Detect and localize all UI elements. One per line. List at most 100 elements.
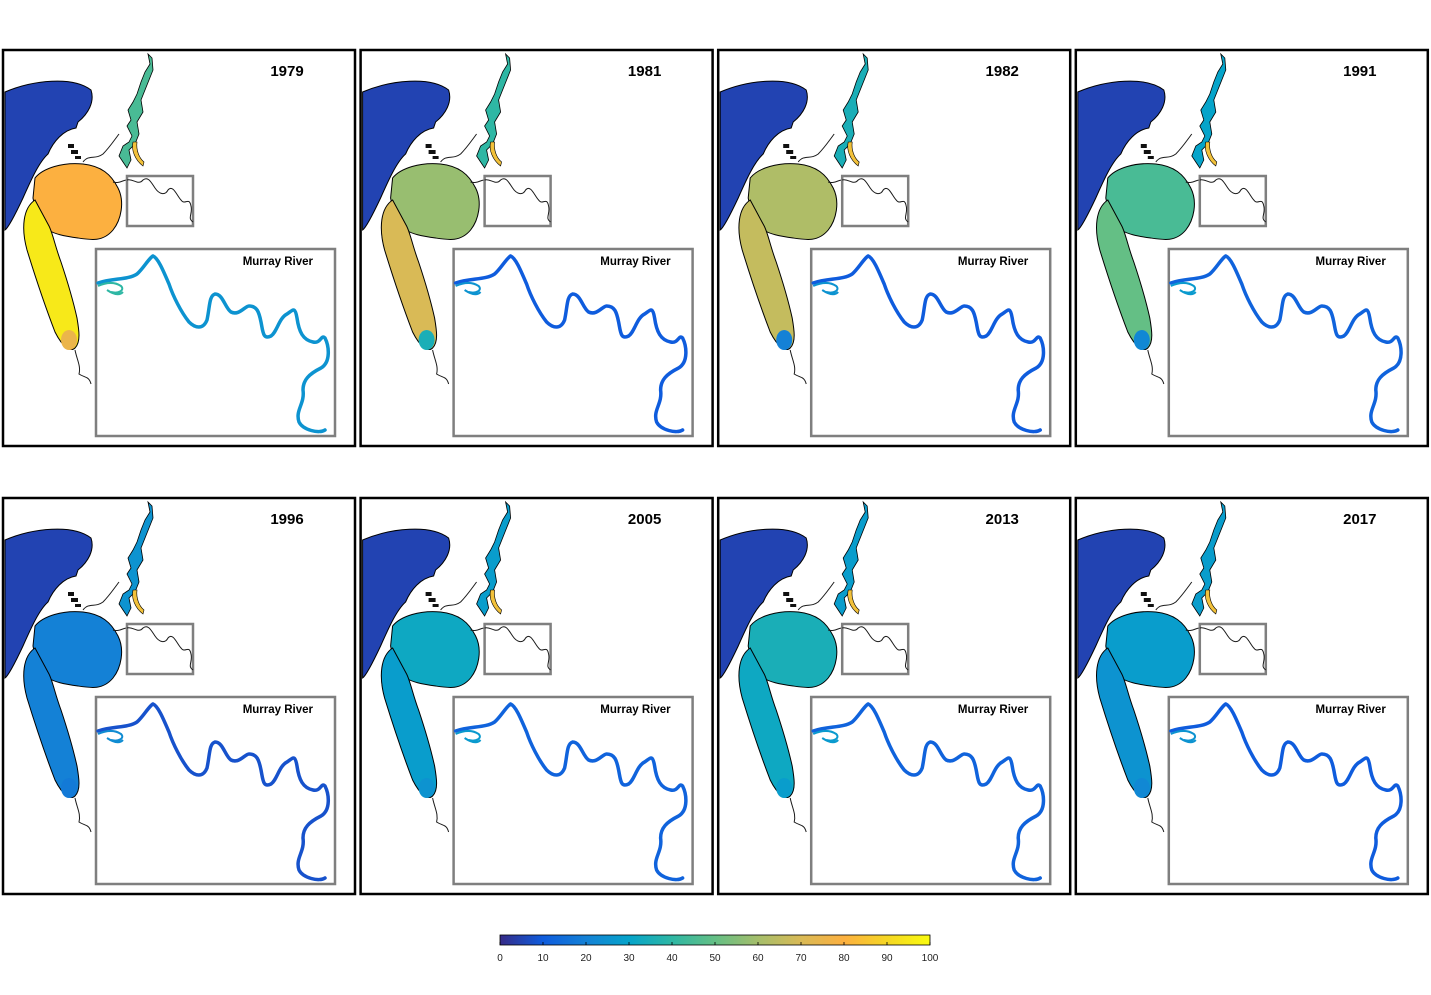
inset-river-mouth — [812, 282, 839, 296]
connecting-channel — [1155, 133, 1193, 163]
inset-river — [811, 702, 1046, 882]
coorong-tip — [418, 330, 435, 350]
barrage-marker — [786, 150, 794, 154]
barrage-marker — [790, 156, 797, 159]
panel-year: 1996 — [270, 511, 303, 528]
coorong-lagoon — [23, 199, 80, 350]
inset-river-mouth — [455, 730, 482, 744]
coorong-lagoon — [1096, 647, 1153, 798]
barrage-marker — [75, 156, 81, 159]
colorbar-tick-label: 90 — [881, 953, 893, 964]
connecting-channel — [440, 133, 478, 163]
colorbar-tick-label: 60 — [752, 953, 764, 964]
inset-label: Murray River — [243, 256, 314, 268]
inset-label: Murray River — [600, 256, 671, 268]
map-panel-1979: Murray River 1979 — [1, 48, 357, 448]
coorong-lagoon — [738, 199, 795, 350]
upper-channel — [118, 52, 154, 169]
upper-pocket — [1205, 141, 1218, 167]
upper-channel — [118, 500, 154, 617]
map-panel-2005: Murray River 2005 — [359, 496, 714, 896]
overview-box — [483, 622, 552, 676]
overview-box — [483, 174, 552, 228]
barrage-marker — [71, 598, 78, 602]
colorbar-tick-label: 100 — [922, 953, 939, 964]
barrage-marker — [783, 592, 790, 596]
inset-river-mouth — [812, 730, 839, 744]
inset-label: Murray River — [958, 704, 1029, 716]
colorbar: 0 10 20 30 40 50 60 70 80 90 100 — [497, 934, 939, 964]
coorong-lagoon — [1096, 199, 1153, 350]
colorbar-tick-label: 20 — [580, 953, 592, 964]
inset-river — [96, 702, 330, 882]
connecting-channel — [797, 581, 835, 611]
inset-river — [1169, 254, 1403, 434]
barrage-marker — [1147, 156, 1154, 159]
inset-river — [1169, 702, 1403, 882]
colorbar-tick-label: 80 — [838, 953, 850, 964]
inset-frame — [452, 695, 694, 886]
coorong-tip — [1133, 330, 1150, 350]
barrage-marker — [790, 604, 797, 607]
outlet-channel — [432, 349, 450, 385]
barrage-marker — [425, 592, 432, 596]
panel-year: 2005 — [628, 511, 661, 528]
coorong-tip — [776, 778, 793, 798]
map-panel-1996: Murray River 1996 — [1, 496, 357, 896]
inset-label: Murray River — [600, 704, 671, 716]
barrage-marker — [75, 604, 81, 607]
map-panel-1991: Murray River 1991 — [1074, 48, 1430, 448]
barrage-marker — [432, 156, 439, 159]
overview-box — [125, 622, 195, 676]
sea-region — [1077, 528, 1166, 679]
overview-box — [840, 174, 910, 228]
map-panel-2017: Murray River 2017 — [1074, 496, 1430, 896]
barrage-marker — [71, 150, 78, 154]
inset-label: Murray River — [1315, 256, 1386, 268]
connecting-channel — [1155, 581, 1193, 611]
inset-river — [96, 254, 330, 434]
inset-river-mouth — [97, 282, 124, 296]
barrage-marker — [786, 598, 794, 602]
barrage-marker — [428, 150, 436, 154]
inset-frame — [809, 695, 1052, 886]
overview-box — [840, 622, 910, 676]
colorbar-tick-label: 40 — [666, 953, 678, 964]
map-panel-2013: Murray River 2013 — [716, 496, 1072, 896]
map-panel-1982: Murray River 1982 — [716, 48, 1072, 448]
coorong-lagoon — [23, 647, 80, 798]
overview-river — [484, 626, 551, 671]
map-panel-1981: Murray River 1981 — [359, 48, 714, 448]
overview-river — [126, 626, 194, 671]
sea-region — [362, 80, 451, 231]
outlet-channel — [432, 797, 450, 833]
barrage-marker — [1140, 592, 1147, 596]
coorong-lagoon — [380, 647, 438, 798]
panel-year: 1982 — [986, 63, 1019, 80]
inset-river-mouth — [97, 730, 124, 744]
sea-region — [719, 528, 808, 679]
inset-river-mouth — [455, 282, 482, 296]
inset-label: Murray River — [1315, 704, 1386, 716]
connecting-channel — [82, 133, 120, 163]
coorong-tip — [418, 778, 435, 798]
overview-box — [1198, 622, 1268, 676]
connecting-channel — [82, 581, 120, 611]
upper-pocket — [489, 589, 502, 615]
barrage-marker — [1147, 604, 1154, 607]
inset-frame — [1167, 247, 1410, 438]
outlet-channel — [74, 349, 92, 385]
barrage-marker — [425, 144, 432, 148]
overview-river — [126, 178, 194, 223]
coorong-lagoon — [380, 199, 438, 350]
inset-frame — [94, 247, 337, 438]
colorbar-tick-label: 70 — [795, 953, 807, 964]
outlet-channel — [74, 797, 92, 833]
upper-pocket — [847, 141, 860, 167]
barrage-marker — [68, 592, 74, 596]
overview-box — [1198, 174, 1268, 228]
upper-channel — [833, 52, 869, 169]
outlet-channel — [789, 797, 807, 833]
panel-year: 1979 — [270, 63, 303, 80]
